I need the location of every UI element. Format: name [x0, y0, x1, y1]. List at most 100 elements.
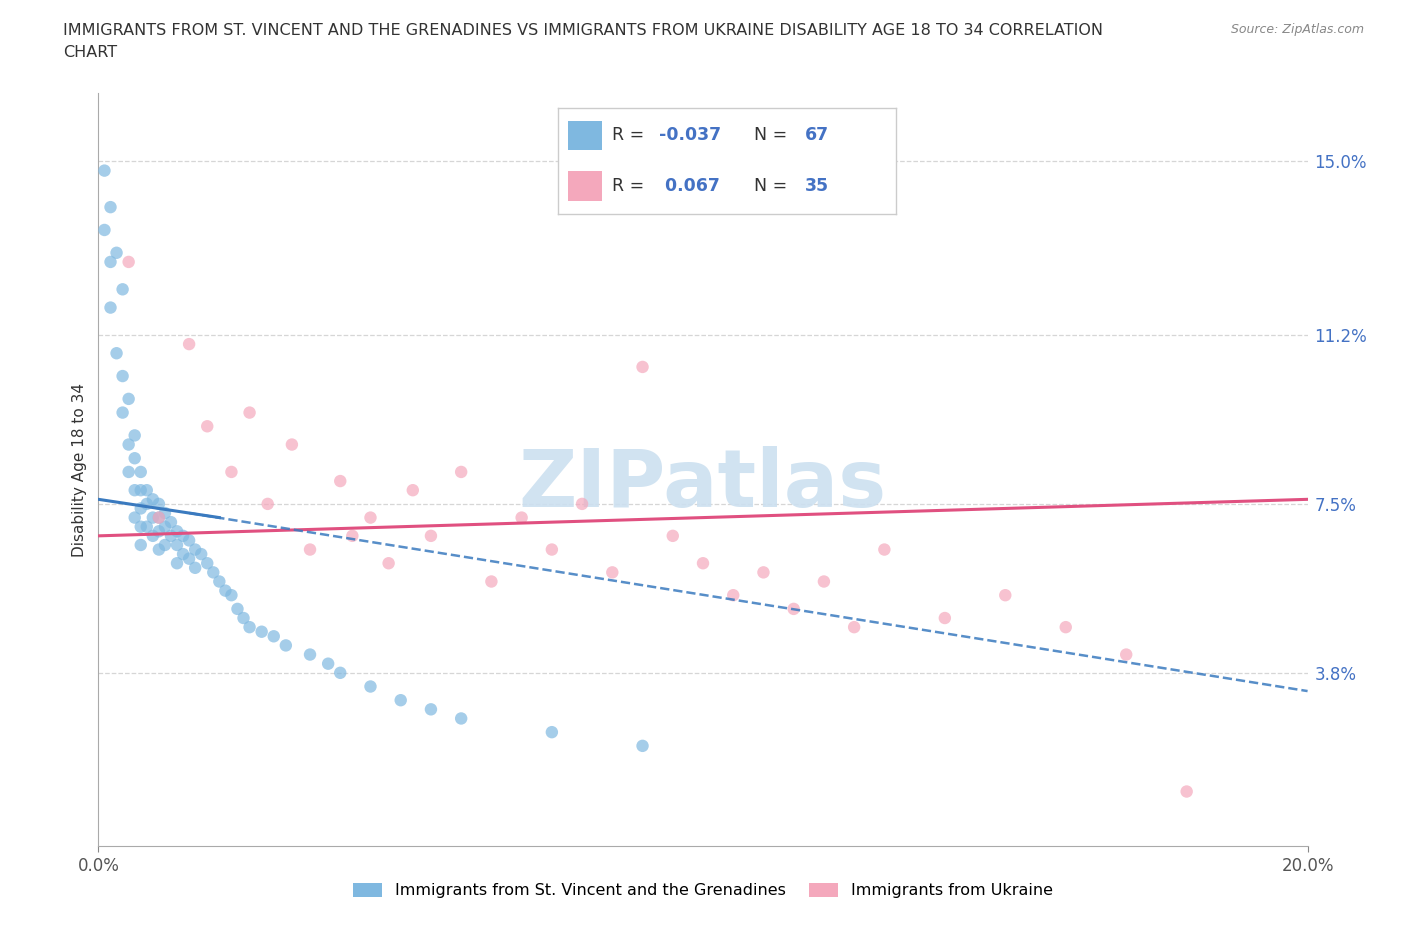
Point — [148, 542, 170, 557]
Point — [1175, 784, 1198, 799]
Point — [148, 524, 170, 538]
Text: ZIPatlas: ZIPatlas — [519, 445, 887, 524]
Point — [299, 647, 322, 662]
Point — [420, 702, 443, 717]
Point — [142, 528, 165, 543]
Point — [450, 464, 472, 479]
Point — [172, 547, 194, 562]
Point — [93, 163, 115, 178]
Point — [239, 619, 262, 634]
Point — [377, 556, 399, 571]
Point — [111, 368, 134, 383]
Point — [100, 255, 122, 270]
Point — [226, 602, 249, 617]
Point — [1054, 619, 1077, 634]
Point — [184, 542, 207, 557]
Point — [281, 437, 304, 452]
Point — [631, 360, 654, 375]
Point — [934, 611, 956, 626]
Point — [153, 519, 176, 534]
Point — [148, 497, 170, 512]
Point — [202, 565, 225, 579]
Point — [274, 638, 297, 653]
Y-axis label: Disability Age 18 to 34: Disability Age 18 to 34 — [72, 382, 87, 557]
Point — [221, 464, 243, 479]
Point — [124, 511, 146, 525]
Point — [510, 511, 533, 525]
Point — [263, 629, 285, 644]
Point — [124, 483, 146, 498]
Point — [299, 542, 322, 557]
Point — [540, 542, 562, 557]
Point — [360, 679, 382, 694]
Point — [342, 528, 364, 543]
Point — [190, 547, 212, 562]
Point — [179, 337, 201, 352]
Point — [172, 528, 194, 543]
Point — [692, 556, 714, 571]
Point — [208, 574, 231, 589]
Point — [813, 574, 835, 589]
Point — [111, 405, 134, 420]
Point — [166, 538, 188, 552]
Point — [135, 497, 157, 512]
Point — [420, 528, 443, 543]
Point — [402, 483, 425, 498]
Point — [256, 497, 278, 512]
Point — [148, 511, 170, 525]
Point — [129, 501, 152, 516]
Point — [142, 511, 165, 525]
Point — [661, 528, 683, 543]
Point — [329, 665, 352, 680]
Point — [221, 588, 243, 603]
Point — [148, 511, 170, 525]
Point — [129, 483, 152, 498]
Point — [179, 533, 201, 548]
Point — [124, 428, 146, 443]
Point — [844, 619, 866, 634]
Point — [135, 519, 157, 534]
Point — [602, 565, 624, 579]
Point — [118, 255, 141, 270]
Point — [214, 583, 236, 598]
Text: CHART: CHART — [63, 45, 117, 60]
Point — [1115, 647, 1137, 662]
Point — [153, 538, 176, 552]
Point — [232, 611, 254, 626]
Point — [389, 693, 412, 708]
Point — [100, 300, 122, 315]
Point — [118, 437, 141, 452]
Point — [118, 464, 141, 479]
Point — [723, 588, 745, 603]
Point — [129, 464, 152, 479]
Point — [118, 392, 141, 406]
Point — [571, 497, 593, 512]
Point — [329, 473, 352, 488]
Point — [93, 222, 115, 237]
Point — [135, 483, 157, 498]
Point — [994, 588, 1017, 603]
Legend: Immigrants from St. Vincent and the Grenadines, Immigrants from Ukraine: Immigrants from St. Vincent and the Gren… — [344, 874, 1062, 906]
Text: Source: ZipAtlas.com: Source: ZipAtlas.com — [1230, 23, 1364, 36]
Point — [160, 514, 183, 529]
Point — [450, 711, 472, 726]
Point — [540, 724, 562, 739]
Point — [129, 519, 152, 534]
Point — [129, 538, 152, 552]
Point — [179, 551, 201, 566]
Point — [184, 561, 207, 576]
Point — [195, 418, 218, 433]
Point — [160, 528, 183, 543]
Text: IMMIGRANTS FROM ST. VINCENT AND THE GRENADINES VS IMMIGRANTS FROM UKRAINE DISABI: IMMIGRANTS FROM ST. VINCENT AND THE GREN… — [63, 23, 1104, 38]
Point — [239, 405, 262, 420]
Point — [873, 542, 896, 557]
Point — [105, 246, 128, 260]
Point — [142, 492, 165, 507]
Point — [166, 524, 188, 538]
Point — [316, 657, 339, 671]
Point — [631, 738, 654, 753]
Point — [752, 565, 775, 579]
Point — [153, 506, 176, 521]
Point — [105, 346, 128, 361]
Point — [100, 200, 122, 215]
